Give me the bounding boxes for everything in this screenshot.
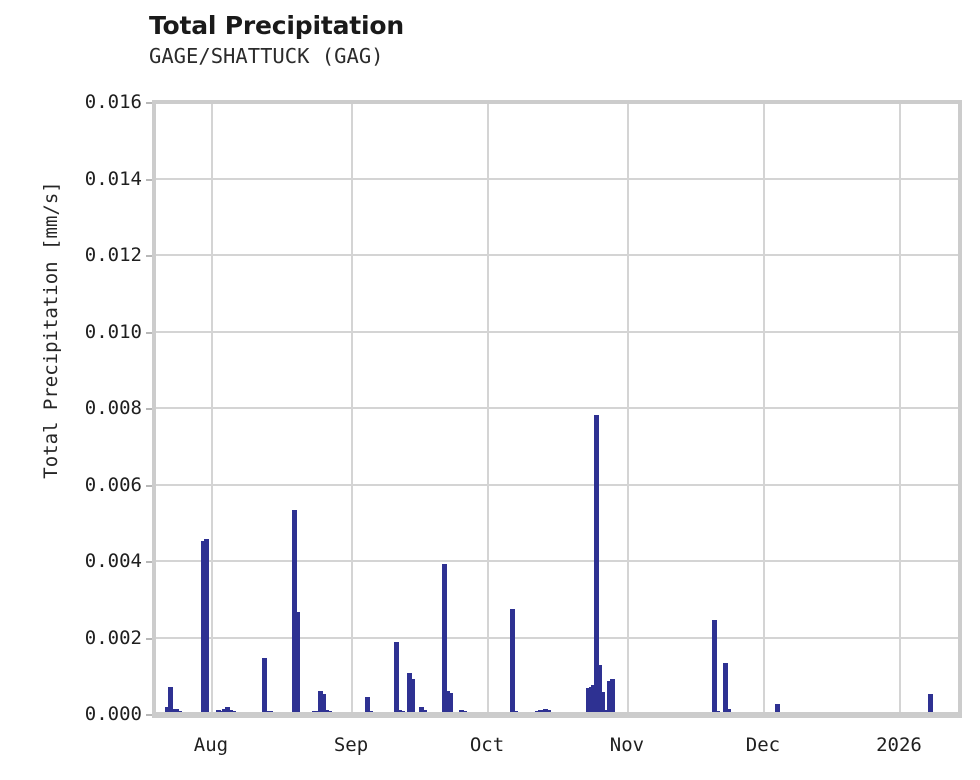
y-tick-label: 0.004 <box>84 550 142 572</box>
bar <box>597 665 602 715</box>
gridline-vertical <box>351 100 354 718</box>
plot-area <box>152 100 962 718</box>
title-block: Total Precipitation GAGE/SHATTUCK (GAG) <box>149 12 849 69</box>
gridline-horizontal <box>152 254 962 256</box>
bar <box>510 609 516 715</box>
x-tick-label: Sep <box>333 734 369 756</box>
x-tick-label: Oct <box>469 734 505 756</box>
bar <box>600 692 605 715</box>
bar <box>167 687 173 715</box>
bar <box>591 685 597 715</box>
bar <box>294 611 300 715</box>
gridline-horizontal <box>152 483 962 486</box>
x-tick-label: Aug <box>193 734 229 756</box>
gridline-vertical <box>210 100 213 718</box>
bar <box>261 657 267 715</box>
bar <box>174 708 180 715</box>
gridline-vertical <box>898 100 901 718</box>
bar <box>418 707 424 715</box>
bar <box>447 692 453 715</box>
bar <box>594 414 600 715</box>
y-axis-label: Total Precipitation [mm/s] <box>40 181 62 479</box>
bar <box>606 680 612 715</box>
y-tick-label: 0.012 <box>84 244 142 266</box>
bar <box>927 693 933 715</box>
page-title: Total Precipitation <box>149 11 404 40</box>
bar <box>409 678 415 715</box>
bar <box>406 672 412 715</box>
gridline-vertical <box>626 100 629 718</box>
bar <box>585 688 591 715</box>
gridline-horizontal <box>152 407 962 409</box>
x-tick-label: Dec <box>745 734 781 756</box>
bar <box>774 703 780 715</box>
bar <box>609 679 615 715</box>
y-tick-label: 0.002 <box>84 626 142 649</box>
y-tick-label: 0.016 <box>84 91 142 113</box>
y-tick-label: 0.014 <box>84 167 142 190</box>
gridline-horizontal <box>152 636 962 639</box>
chart-subtitle: GAGE/SHATTUCK (GAG) <box>149 44 384 68</box>
bar <box>201 540 206 715</box>
bar <box>441 563 447 715</box>
bar <box>365 696 371 715</box>
gridline-horizontal <box>152 177 962 180</box>
x-tick-label: 2026 <box>876 734 922 756</box>
axis-spine-right <box>958 100 962 718</box>
bar <box>725 708 731 715</box>
bar <box>291 510 297 715</box>
y-tick-label: 0.006 <box>84 473 142 496</box>
axis-spine-bottom <box>152 712 962 718</box>
bar <box>317 690 323 715</box>
gridline-horizontal <box>152 330 962 333</box>
bar <box>164 706 170 715</box>
bar <box>221 708 227 715</box>
y-tick-label: 0.010 <box>84 320 142 343</box>
x-tick-label: Nov <box>609 734 645 756</box>
bar <box>712 620 718 715</box>
bar <box>722 662 728 715</box>
y-tick-label: 0.000 <box>84 703 142 725</box>
gridline-vertical <box>487 100 490 718</box>
bar <box>204 539 209 715</box>
gridline-horizontal <box>152 560 962 562</box>
bar <box>444 691 450 715</box>
y-tick-label: 0.008 <box>84 397 142 419</box>
bar <box>224 706 230 715</box>
axis-spine-left <box>152 100 156 718</box>
bar <box>394 642 400 715</box>
axis-spine-top <box>152 100 962 104</box>
gridline-vertical <box>762 100 765 718</box>
bar <box>320 693 326 715</box>
